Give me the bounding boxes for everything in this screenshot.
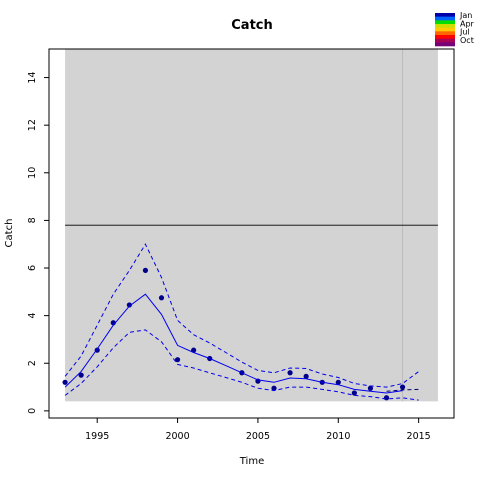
- series-line-fitted: [64, 293, 403, 394]
- data-point: [351, 390, 357, 396]
- legend-color-band: [435, 13, 455, 17]
- series-line-projection: [386, 388, 419, 392]
- data-point: [174, 357, 181, 363]
- data-point: [126, 302, 132, 308]
- legend-color-band: [435, 16, 455, 21]
- x-tick-label: 2015: [407, 431, 431, 442]
- y-tick-label: 14: [27, 72, 38, 84]
- data-point: [367, 385, 374, 391]
- y-tick-label: 2: [27, 360, 38, 366]
- data-point: [335, 379, 341, 385]
- x-tick-label: 1995: [85, 431, 109, 442]
- plot-frame: [48, 48, 455, 419]
- data-point: [158, 295, 165, 301]
- y-tick-label: 12: [27, 119, 38, 131]
- data-point: [142, 267, 149, 273]
- x-axis: 1995 2000 2005 2010 2015: [85, 418, 431, 442]
- y-tick-label: 8: [27, 217, 38, 223]
- legend-label: Oct: [460, 36, 474, 45]
- legend-color-band: [435, 42, 455, 47]
- x-tick-label: 2010: [326, 431, 350, 442]
- y-tick-label: 10: [27, 167, 38, 179]
- y-tick-label: 6: [27, 265, 38, 271]
- data-point: [399, 384, 406, 390]
- data-point: [271, 385, 277, 391]
- y-tick-label: 0: [27, 408, 38, 414]
- x-axis-label: Time: [239, 456, 264, 467]
- data-point: [287, 370, 293, 376]
- y-axis-label: Catch: [4, 219, 15, 248]
- legend-label: Jul: [459, 28, 470, 37]
- legend-color-band: [435, 24, 455, 28]
- legend-color-band: [435, 27, 455, 32]
- chart-title: Catch: [231, 18, 273, 33]
- legend-color-band: [435, 31, 455, 36]
- legend-color-band: [435, 20, 455, 25]
- legend-label: Apr: [460, 19, 475, 28]
- data-point: [62, 379, 68, 385]
- data-point: [303, 373, 309, 379]
- x-tick-label: 2005: [246, 431, 270, 442]
- data-point: [383, 395, 390, 401]
- data-point: [78, 372, 84, 378]
- legend-color-band: [435, 38, 455, 43]
- y-tick-label: 4: [27, 313, 38, 319]
- legend-color-band: [435, 35, 455, 39]
- series-line-upper: [64, 243, 419, 388]
- y-axis: 0 2 4 6 8 10 12 14: [27, 72, 49, 414]
- legend-label: Jan: [459, 11, 472, 20]
- x-tick-label: 2000: [165, 431, 189, 442]
- plot-area: [48, 48, 455, 419]
